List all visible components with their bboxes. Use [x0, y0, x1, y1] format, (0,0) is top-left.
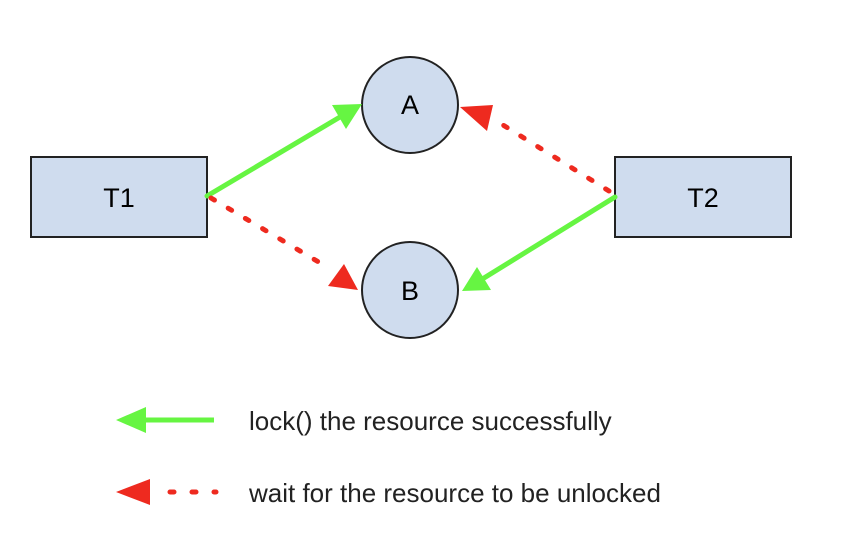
- edge-t1-locks-a: [204, 104, 362, 199]
- node-t1: T1: [30, 156, 208, 238]
- edge-t2-locks-b: [462, 194, 618, 291]
- node-t1-label: T1: [103, 183, 135, 213]
- legend-lock-label: lock() the resource successfully: [249, 406, 612, 436]
- edge-t1-a-arrowhead: [332, 104, 362, 129]
- edge-t1-b-arrowhead: [328, 264, 358, 290]
- edge-t1-a-line: [204, 114, 343, 199]
- node-t1-box: [30, 156, 208, 238]
- legend: lock() the resource successfully wait fo…: [116, 406, 661, 508]
- node-t2: T2: [614, 156, 792, 238]
- legend-item-wait: wait for the resource to be unlocked: [116, 478, 661, 508]
- edge-t1-waits-b: [208, 195, 358, 290]
- edge-t2-waits-a: [460, 105, 612, 194]
- node-a: A: [361, 56, 459, 154]
- legend-wait-arrowhead: [116, 479, 150, 505]
- legend-item-lock: lock() the resource successfully: [116, 406, 612, 436]
- edge-t1-b-dots: [208, 195, 330, 270]
- node-b: B: [361, 241, 459, 339]
- edge-t2-a-dots: [492, 117, 612, 194]
- edge-t2-b-arrowhead: [462, 267, 491, 291]
- edge-t2-b-line: [481, 194, 618, 281]
- node-b-label: B: [401, 276, 419, 306]
- node-b-circle: [361, 241, 459, 339]
- edge-t2-a-arrowhead: [460, 105, 493, 131]
- node-a-label: A: [401, 90, 419, 120]
- legend-wait-label: wait for the resource to be unlocked: [248, 478, 661, 508]
- node-a-circle: [361, 56, 459, 154]
- node-t2-label: T2: [687, 183, 719, 213]
- legend-lock-arrowhead: [116, 407, 146, 433]
